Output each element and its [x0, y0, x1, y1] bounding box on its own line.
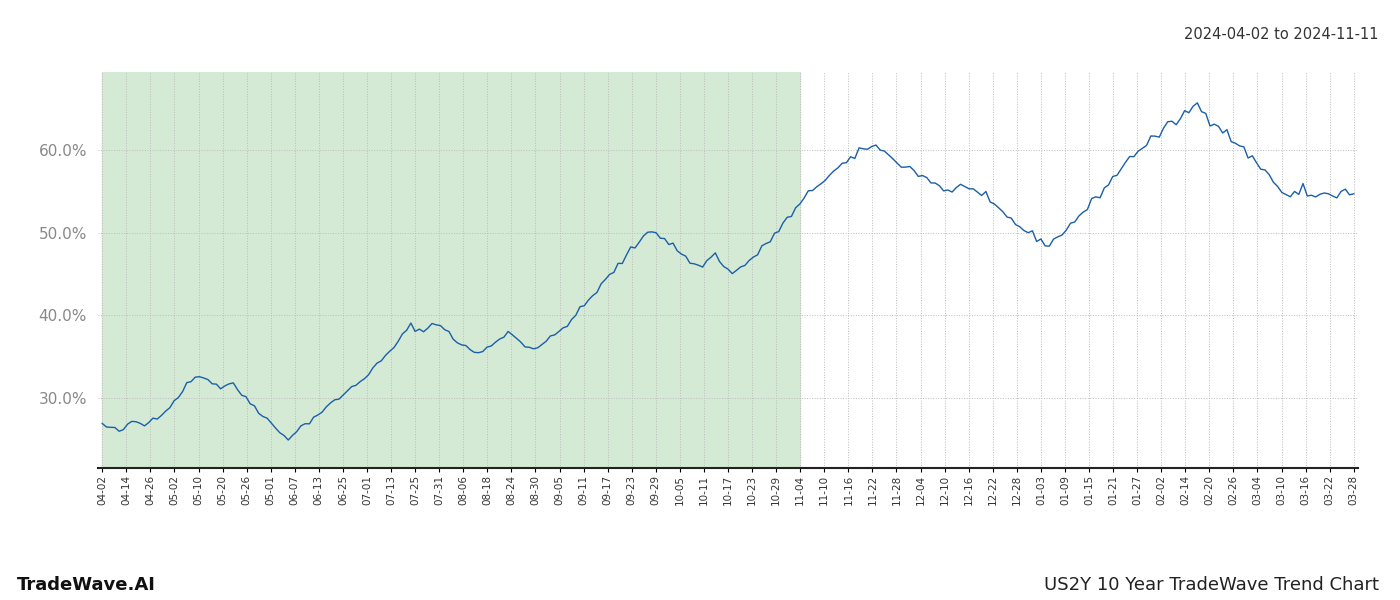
Bar [102, 72, 801, 468]
Text: US2Y 10 Year TradeWave Trend Chart: US2Y 10 Year TradeWave Trend Chart [1044, 576, 1379, 594]
Text: 2024-04-02 to 2024-11-11: 2024-04-02 to 2024-11-11 [1184, 27, 1379, 42]
Text: TradeWave.AI: TradeWave.AI [17, 576, 155, 594]
